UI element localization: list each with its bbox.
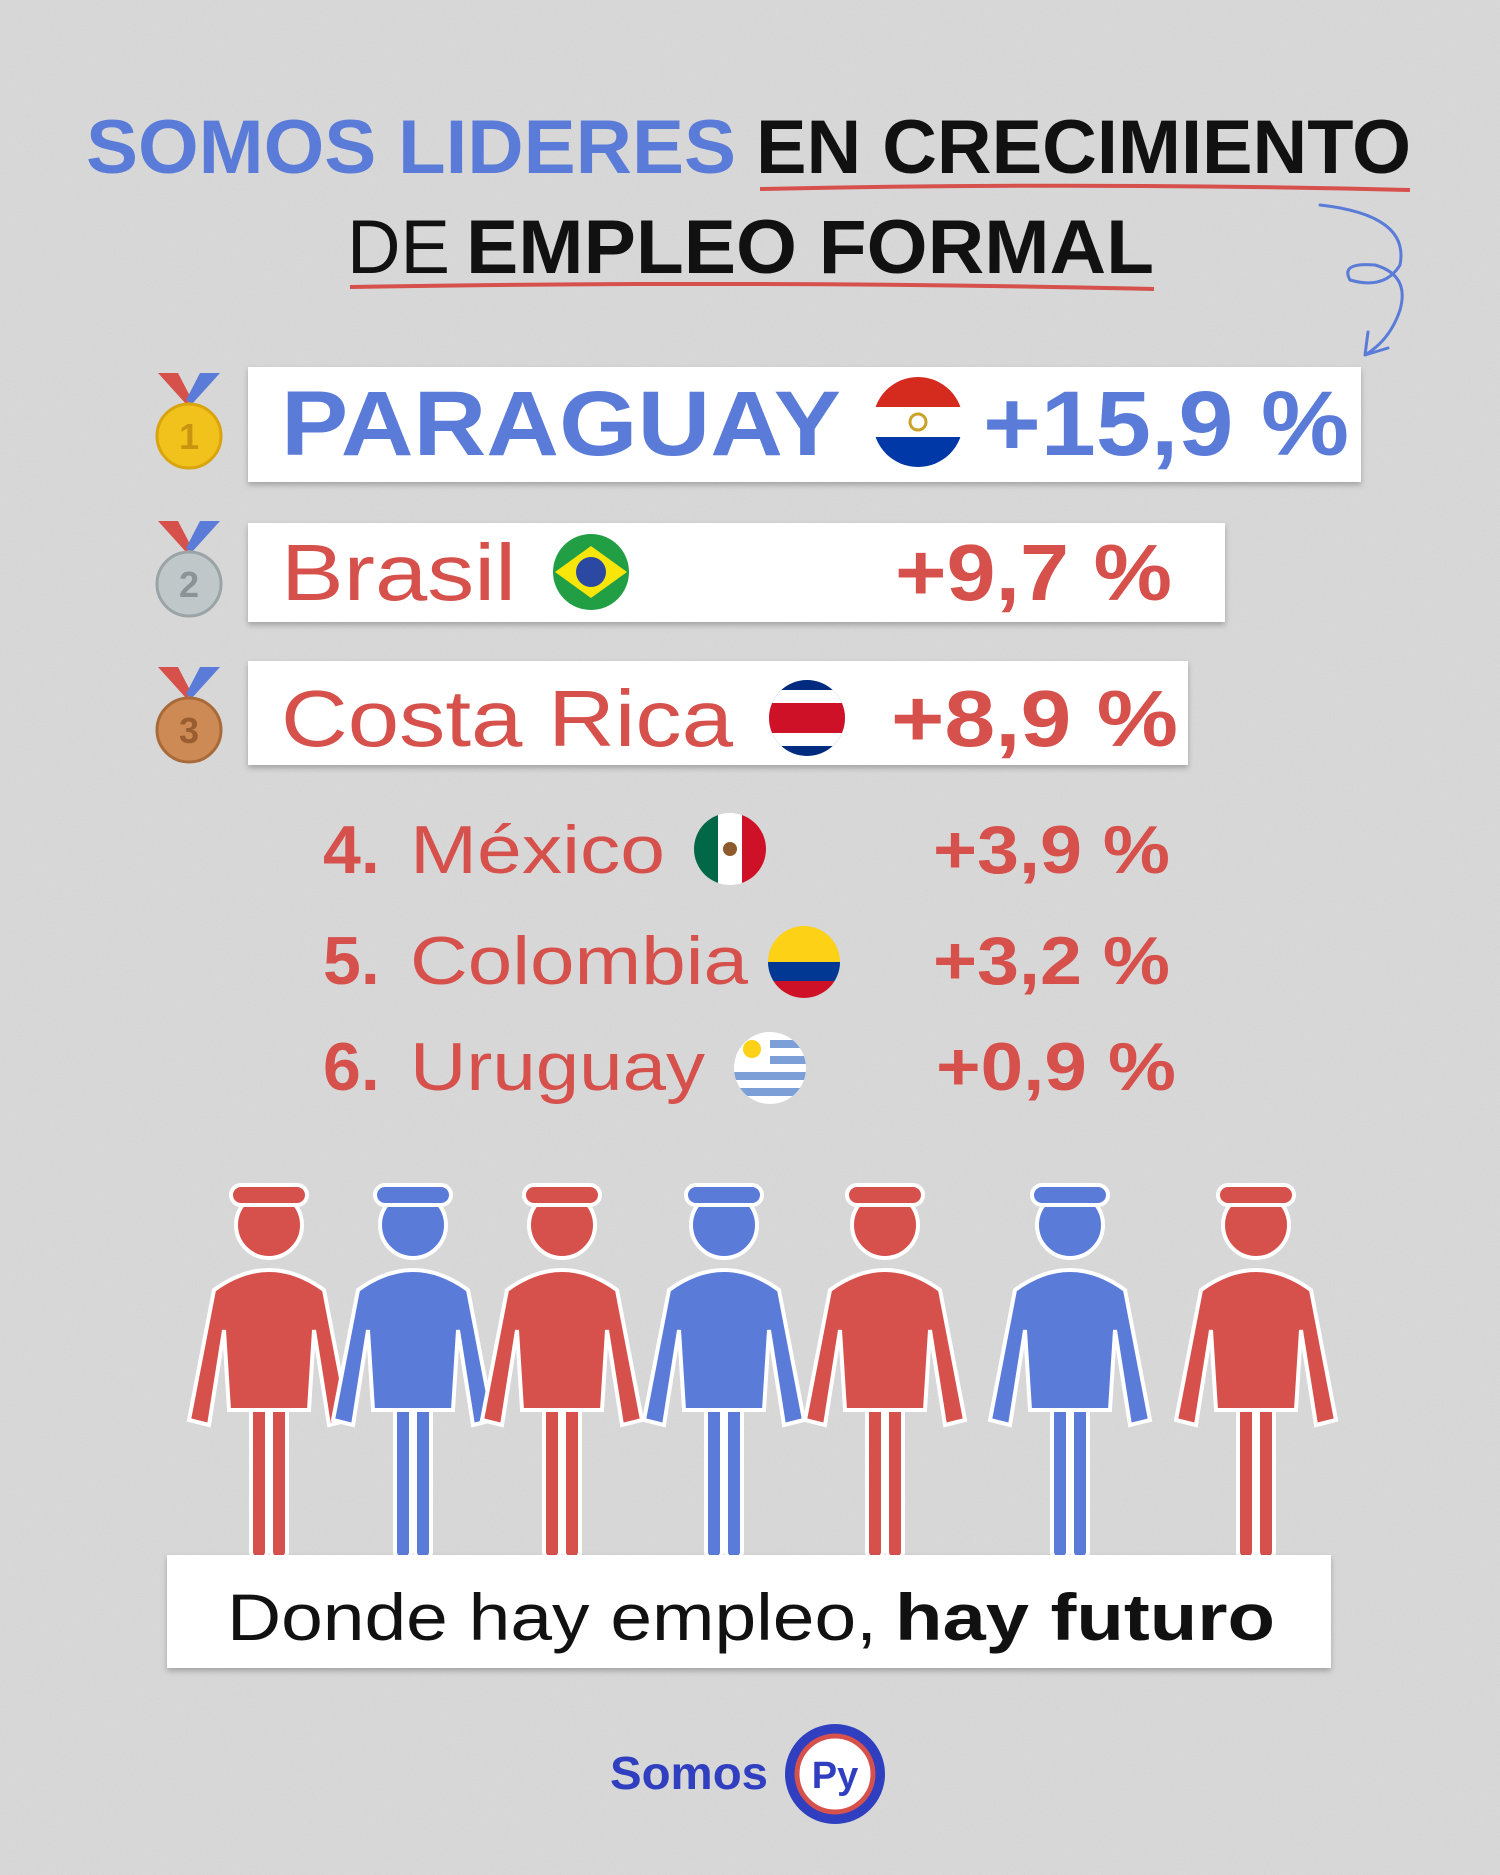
- title-underline: [759, 183, 1411, 192]
- flag-mexico: [694, 813, 766, 885]
- medal-bronze: [155, 667, 223, 764]
- worker-shape: [229, 1183, 309, 1207]
- brand-name: Somos: [610, 1747, 768, 1799]
- growth-value: +0,9 %: [936, 1029, 1176, 1105]
- worker-shape: [1050, 1388, 1070, 1560]
- worker-shape: [641, 1268, 807, 1428]
- flag-brasil: [553, 534, 629, 610]
- worker-shape: [373, 1183, 453, 1207]
- rank-number: 4.: [323, 812, 380, 888]
- title-line2-start: DE: [347, 205, 450, 290]
- country-name: Costa Rica: [281, 674, 734, 763]
- rank-box: [248, 523, 1225, 622]
- worker-shape: [802, 1268, 968, 1428]
- worker-shape: [479, 1268, 645, 1428]
- medal-number: 1: [179, 416, 199, 457]
- worker-shape: [393, 1388, 413, 1560]
- rank-box: [248, 367, 1361, 482]
- growth-value: +15,9 %: [983, 373, 1349, 475]
- country-name: Uruguay: [410, 1029, 705, 1105]
- medal-silver: [155, 521, 223, 618]
- growth-value: +3,2 %: [933, 923, 1170, 999]
- rank-number: 6.: [323, 1029, 380, 1105]
- worker-shape: [1173, 1268, 1339, 1428]
- worker-shape: [1236, 1388, 1256, 1560]
- worker-shape: [1216, 1183, 1296, 1207]
- worker-shape: [542, 1388, 562, 1560]
- growth-value: +8,9 %: [891, 674, 1178, 763]
- growth-value: +3,9 %: [933, 812, 1170, 888]
- flag-uruguay: [734, 1032, 806, 1104]
- worker-shape: [684, 1183, 764, 1207]
- worker-shape: [865, 1388, 885, 1560]
- worker-shape: [562, 1388, 582, 1560]
- worker-shape: [1030, 1183, 1110, 1207]
- worker-shape: [987, 1268, 1153, 1428]
- country-name: Brasil: [281, 528, 516, 617]
- rank-box: [248, 661, 1188, 765]
- worker-shape: [885, 1388, 905, 1560]
- slogan-start: Donde hay empleo,: [227, 1580, 877, 1654]
- worker-shape: [1256, 1388, 1276, 1560]
- title-line2-emphasis: EMPLEO FORMAL: [466, 205, 1154, 290]
- workers-illustration: [186, 1183, 1339, 1560]
- worker-shape: [269, 1388, 289, 1560]
- brand-badge-text: Py: [812, 1755, 858, 1797]
- flag-costa-rica: [769, 680, 845, 756]
- country-name: Colombia: [410, 923, 748, 999]
- title-rest: EN CRECIMIENTO: [756, 105, 1411, 190]
- medal-gold: [155, 373, 223, 470]
- arrow-decoration: [1318, 203, 1404, 357]
- medal-number: 2: [179, 564, 199, 605]
- worker-shape: [249, 1388, 269, 1560]
- worker-shape: [330, 1268, 496, 1428]
- worker-shape: [845, 1183, 925, 1207]
- medal-number: 3: [179, 710, 199, 751]
- worker-shape: [1070, 1388, 1090, 1560]
- title-highlight: SOMOS LIDERES: [86, 105, 736, 190]
- growth-value: +9,7 %: [895, 528, 1172, 617]
- rank-number: 5.: [323, 923, 380, 999]
- worker-shape: [413, 1388, 433, 1560]
- slogan-emphasis: hay futuro: [895, 1580, 1275, 1654]
- title-underline: [349, 281, 1155, 291]
- worker-shape: [724, 1388, 744, 1560]
- brand-badge-inner: [794, 1733, 876, 1815]
- slogan-box: [167, 1555, 1331, 1668]
- worker-shape: [186, 1268, 352, 1428]
- worker-shape: [522, 1183, 602, 1207]
- country-name: México: [410, 812, 665, 888]
- worker-shape: [704, 1388, 724, 1560]
- country-name: PARAGUAY: [281, 373, 841, 475]
